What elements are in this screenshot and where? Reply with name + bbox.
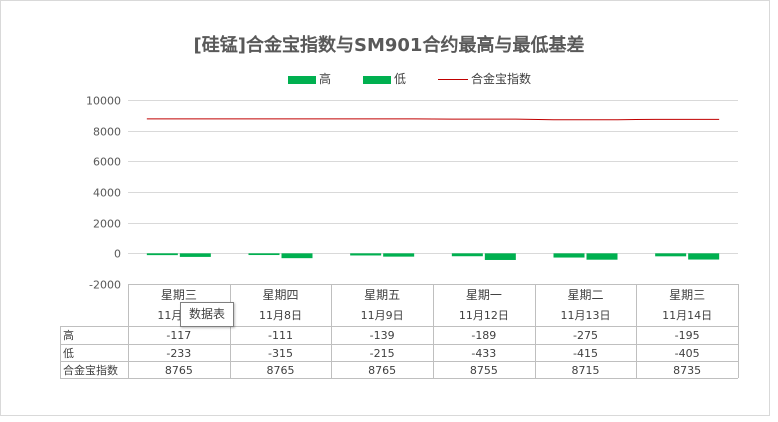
x-category-label: 星期三 [669, 288, 705, 302]
y-tick-label: 2000 [93, 218, 121, 231]
x-category-label: 星期二 [567, 288, 603, 302]
table-cell: -189 [471, 329, 496, 342]
table-cell: 8735 [673, 364, 701, 377]
x-category-label: 星期五 [364, 288, 400, 302]
x-date-label: 11月8日 [259, 309, 302, 322]
legend-item-low: 低 [363, 70, 406, 87]
y-tick-label: 0 [114, 248, 121, 261]
bar-low [383, 253, 415, 257]
index-line [146, 118, 720, 121]
table-row-high-label: 高 [63, 328, 74, 342]
table-cell: 8715 [572, 364, 600, 377]
table-cell: -275 [573, 329, 598, 342]
table-cell: -139 [370, 329, 395, 342]
y-tick-label: 6000 [93, 156, 121, 169]
y-tick-label: 4000 [93, 187, 121, 200]
y-tick-label: 8000 [93, 126, 121, 139]
x-date-label: 11月13日 [561, 309, 611, 322]
bar-high [248, 253, 280, 256]
table-cell: -405 [675, 347, 700, 360]
legend-item-high: 高 [288, 70, 331, 87]
table-cell: -315 [268, 347, 293, 360]
data-table-tooltip: 数据表 [180, 302, 234, 327]
bar-high [655, 253, 687, 257]
legend-swatch-low [363, 75, 391, 84]
table-cell: -215 [370, 347, 395, 360]
table-cell: 8765 [267, 364, 295, 377]
table-cell: -117 [166, 329, 191, 342]
table-cell: -111 [268, 329, 293, 342]
x-date-label: 11月9日 [361, 309, 404, 322]
x-category-label: 星期四 [262, 288, 298, 302]
x-date-label: 11月12日 [459, 309, 509, 322]
legend-item-index: 合金宝指数 [438, 70, 531, 87]
bar-low [281, 253, 313, 259]
table-cell: -195 [675, 329, 700, 342]
bar-high [451, 253, 483, 257]
y-tick-label: -2000 [89, 279, 121, 292]
table-row-index-label: 合金宝指数 [63, 363, 118, 377]
x-category-label: 星期一 [466, 288, 502, 302]
y-tick-label: 10000 [86, 95, 121, 108]
table-cell: 8765 [368, 364, 396, 377]
bar-low [484, 253, 516, 260]
chart-title: [硅锰]合金宝指数与SM901合约最高与最低基差 [193, 35, 585, 56]
bar-low [688, 253, 720, 260]
bar-high [553, 253, 585, 258]
bar-low [179, 253, 211, 257]
legend-swatch-index [438, 79, 468, 80]
table-cell: 8765 [165, 364, 193, 377]
bar-low [586, 253, 618, 260]
table-row-low-label: 低 [63, 347, 74, 360]
bar-high [350, 253, 382, 256]
bar-high [146, 253, 178, 256]
legend-swatch-high [288, 75, 316, 84]
table-cell: -233 [166, 347, 191, 360]
legend-label-low: 低 [394, 72, 407, 86]
table-cell: -433 [471, 347, 496, 360]
legend-label-index: 合金宝指数 [471, 72, 532, 86]
x-date-label: 11月14日 [662, 309, 712, 322]
x-category-label: 星期三 [161, 288, 197, 302]
table-cell: -415 [573, 347, 598, 360]
legend-label-high: 高 [319, 72, 332, 86]
table-cell: 8755 [470, 364, 498, 377]
